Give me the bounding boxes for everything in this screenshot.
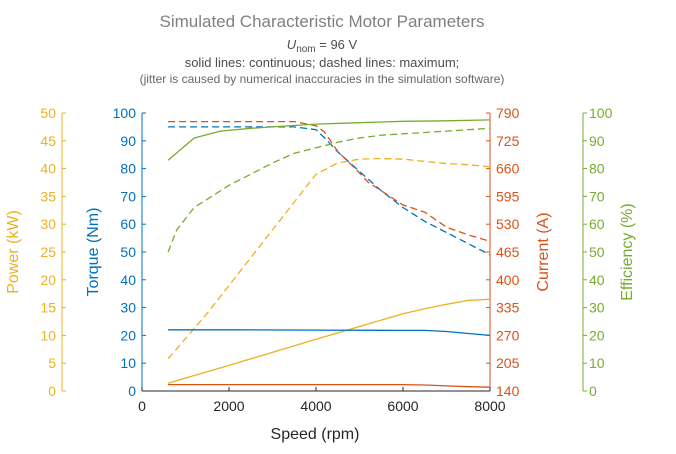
- torque-tick-label: 10: [120, 355, 136, 371]
- current-tick-label: 400: [496, 272, 520, 288]
- power-tick-label: 40: [40, 161, 56, 177]
- efficiency-maximum-line: [167, 127, 491, 253]
- torque-tick-label: 100: [113, 105, 137, 121]
- power-tick-label: 5: [48, 355, 56, 371]
- power-tick-label: 20: [40, 272, 56, 288]
- efficiency-tick-label: 80: [589, 161, 605, 177]
- efficiency-tick-label: 30: [589, 300, 605, 316]
- power-tick-label: 50: [40, 105, 56, 121]
- x-tick-label: 6000: [387, 398, 418, 414]
- torque-tick-label: 0: [128, 383, 136, 399]
- torque-tick-label: 40: [120, 272, 136, 288]
- efficiency-tick-label: 40: [589, 272, 605, 288]
- chart-note-line-1: solid lines: continuous; dashed lines: m…: [185, 55, 460, 70]
- chart-note-line-2: (jitter is caused by numerical inaccurac…: [140, 72, 505, 86]
- x-tick-label: 8000: [474, 398, 505, 414]
- efficiency-axis-label: Efficiency (%): [619, 203, 636, 301]
- current-tick-label: 530: [496, 216, 520, 232]
- axes-layer: 0 5 10 15 20 25 30 35 40 45 50 Power (kW) 0 10 20 30 40 5…: [5, 105, 636, 414]
- current-tick-label: 595: [496, 188, 520, 204]
- torque-continuous-line: [168, 329, 491, 337]
- x-axis-label: Speed (rpm): [271, 426, 360, 443]
- power-maximum-line: [167, 157, 491, 360]
- current-tick-label: 335: [496, 300, 520, 316]
- torque-tick-label: 80: [120, 161, 136, 177]
- torque-tick-label: 50: [120, 244, 136, 260]
- torque-axis-label: Torque (Nm): [85, 208, 102, 297]
- efficiency-tick-label: 60: [589, 216, 605, 232]
- current-tick-label: 725: [496, 133, 520, 149]
- power-tick-label: 35: [40, 188, 56, 204]
- current-tick-label: 205: [496, 355, 520, 371]
- current-tick-label: 660: [496, 161, 520, 177]
- current-tick-label: 790: [496, 105, 520, 121]
- series-layer: [167, 119, 491, 388]
- power-continuous-line: [167, 298, 491, 384]
- x-tick-label: 4000: [300, 398, 331, 414]
- torque-tick-label: 30: [120, 300, 136, 316]
- chart-subtitle: Unom = 96 V: [287, 37, 358, 55]
- efficiency-tick-label: 20: [589, 327, 605, 343]
- current-tick-label: 270: [496, 327, 520, 343]
- efficiency-tick-label: 0: [589, 383, 597, 399]
- power-tick-label: 10: [40, 327, 56, 343]
- subtitle-rest: = 96 V: [316, 37, 358, 52]
- efficiency-continuous-line: [167, 119, 491, 161]
- current-continuous-line: [168, 383, 491, 388]
- current-axis-label: Current (A): [535, 212, 552, 291]
- power-tick-label: 45: [40, 133, 56, 149]
- current-tick-label: 140: [496, 383, 520, 399]
- efficiency-tick-label: 10: [589, 355, 605, 371]
- chart-title: Simulated Characteristic Motor Parameter…: [159, 12, 484, 31]
- power-tick-label: 25: [40, 244, 56, 260]
- efficiency-tick-label: 100: [589, 105, 613, 121]
- torque-tick-label: 90: [120, 133, 136, 149]
- power-tick-label: 0: [48, 383, 56, 399]
- current-tick-label: 465: [496, 244, 520, 260]
- torque-maximum-line: [168, 126, 491, 256]
- power-tick-label: 30: [40, 216, 56, 232]
- x-tick-label: 0: [138, 398, 146, 414]
- current-maximum-line: [168, 120, 491, 242]
- subtitle-symbol: U: [287, 37, 297, 52]
- efficiency-tick-label: 90: [589, 133, 605, 149]
- power-tick-label: 15: [40, 300, 56, 316]
- efficiency-tick-label: 50: [589, 244, 605, 260]
- torque-tick-label: 60: [120, 216, 136, 232]
- efficiency-tick-label: 70: [589, 188, 605, 204]
- torque-tick-label: 20: [120, 327, 136, 343]
- x-tick-label: 2000: [213, 398, 244, 414]
- subtitle-subscript: nom: [296, 44, 315, 55]
- torque-tick-label: 70: [120, 188, 136, 204]
- power-axis-label: Power (kW): [5, 210, 22, 294]
